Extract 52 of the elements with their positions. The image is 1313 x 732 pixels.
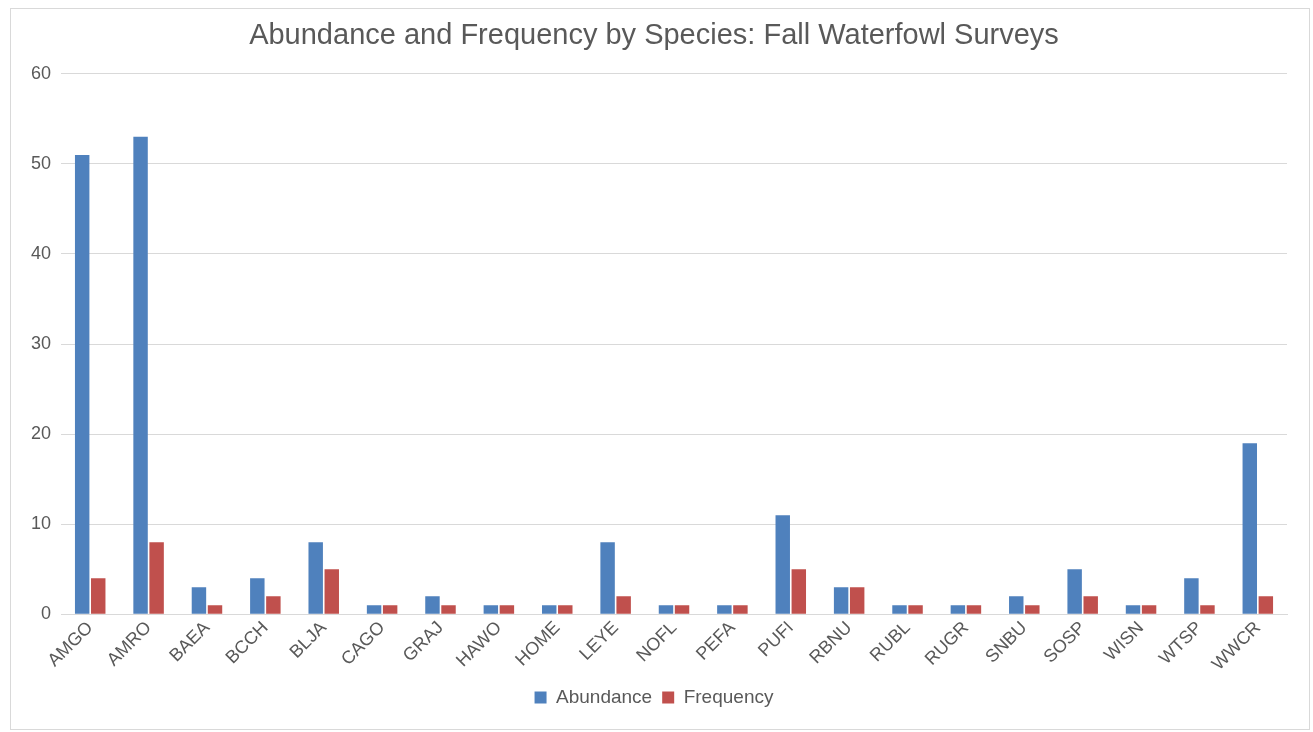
- bar: [658, 605, 674, 614]
- bar: [674, 605, 690, 614]
- y-tick-label: 20: [30, 423, 52, 444]
- bar: [133, 136, 148, 614]
- bar: [266, 596, 281, 614]
- bar: [542, 605, 557, 614]
- bar: [849, 587, 865, 614]
- bar: [366, 605, 382, 614]
- y-tick-label: 0: [41, 603, 52, 624]
- bar: [1067, 569, 1082, 614]
- y-tick-label: 10: [30, 513, 52, 534]
- bar: [1125, 605, 1141, 614]
- bar: [833, 587, 849, 614]
- bar: [483, 605, 499, 614]
- bar: [1083, 596, 1098, 614]
- bar: [1200, 605, 1215, 614]
- bar: [950, 605, 966, 614]
- bar: [1258, 596, 1274, 614]
- bar: [791, 569, 807, 614]
- bar: [91, 578, 106, 614]
- y-tick-label: 40: [30, 242, 52, 263]
- bar: [324, 569, 339, 614]
- bar: [1242, 443, 1258, 614]
- bar: [207, 605, 223, 614]
- bar: [616, 596, 631, 614]
- bar: [499, 605, 515, 614]
- bar: [191, 587, 207, 614]
- legend-label: Frequency: [683, 685, 774, 707]
- bar: [1184, 578, 1199, 614]
- bar: [382, 605, 398, 614]
- bar: [775, 515, 790, 614]
- bar: [1025, 605, 1040, 614]
- bar: [74, 154, 90, 614]
- bar: [425, 596, 440, 614]
- bar: [908, 605, 923, 614]
- y-tick-label: 30: [30, 333, 52, 354]
- bar: [558, 605, 573, 614]
- bar: [308, 542, 323, 614]
- bar: [149, 542, 164, 614]
- bar: [600, 542, 615, 614]
- y-tick-label: 50: [30, 152, 52, 173]
- bar: [733, 605, 748, 614]
- bar: [250, 578, 265, 614]
- y-tick-label: 60: [30, 62, 52, 83]
- bar: [1141, 605, 1157, 614]
- chart-title: Abundance and Frequency by Species: Fall Waterfowl Surveys: [249, 18, 1059, 51]
- legend-label: Abundance: [556, 685, 653, 707]
- bar: [717, 605, 732, 614]
- bar: [1009, 596, 1024, 614]
- bar: [441, 605, 456, 614]
- bar: [966, 605, 982, 614]
- bar: [892, 605, 907, 614]
